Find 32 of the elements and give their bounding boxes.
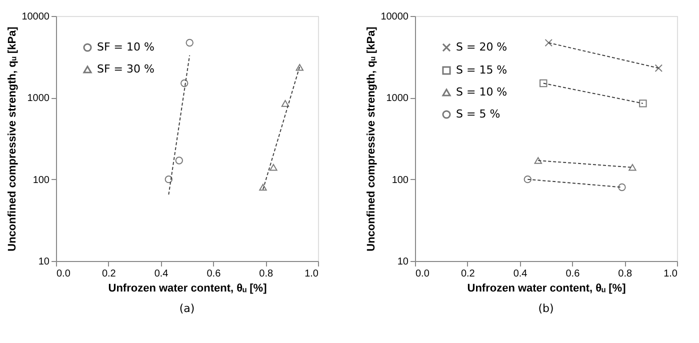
legend-label: S = 15 % xyxy=(456,64,508,76)
x-axis-title: Unfrozen water content, θᵤ [%] xyxy=(108,282,268,294)
x-tick-label: 0.6 xyxy=(206,268,222,280)
y-tick-label: 100 xyxy=(32,174,50,186)
legend-label: S = 5 % xyxy=(456,108,500,120)
y-tick-label: 1000 xyxy=(386,93,409,104)
y-tick-label: 10 xyxy=(38,256,50,268)
x-tick-label: 1.0 xyxy=(304,268,319,280)
x-tick-label: 0.4 xyxy=(154,268,169,280)
y-tick-label: 100 xyxy=(392,174,409,186)
x-tick-label: 0.0 xyxy=(56,268,71,280)
x-tick-label: 0.8 xyxy=(618,268,632,280)
x-tick-label: 0.0 xyxy=(416,268,430,280)
y-tick-label: 10000 xyxy=(22,12,50,22)
x-tick-label: 0.4 xyxy=(513,268,528,280)
legend-label: SF = 10 % xyxy=(97,40,154,54)
legend-label: S = 10 % xyxy=(456,86,508,98)
x-tick-label: 0.6 xyxy=(566,268,580,280)
x-tick-label: 0.2 xyxy=(460,268,476,280)
x-tick-label: 0.8 xyxy=(259,268,274,280)
y-tick-label: 10000 xyxy=(380,12,409,22)
y-tick-label: 10 xyxy=(397,256,409,268)
legend-label: SF = 30 % xyxy=(97,62,154,76)
x-axis-title: Unfrozen water content, θᵤ [%] xyxy=(467,282,626,294)
legend-label: S = 20 % xyxy=(456,40,508,54)
y-tick-label: 1000 xyxy=(27,93,50,104)
y-axis-title: Unconfined compressive strength, qᵤ [kPa] xyxy=(6,26,19,252)
text: (a) xyxy=(179,302,195,315)
x-tick-label: 1.0 xyxy=(664,268,678,280)
text: (b) xyxy=(538,302,554,315)
x-tick-label: 0.2 xyxy=(102,268,116,280)
y-axis-title: Unconfined compressive strength, qᵤ [kPa] xyxy=(366,26,378,252)
